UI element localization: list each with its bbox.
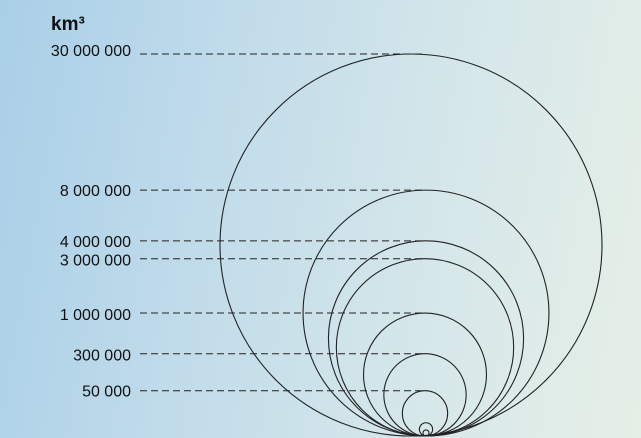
tick-label: 300 000 — [73, 348, 131, 365]
volume-circle — [418, 422, 434, 437]
volume-circle — [401, 390, 449, 437]
tick-label: 8 000 000 — [60, 183, 131, 200]
tick-label: 50 000 — [82, 384, 131, 401]
volume-circle — [422, 429, 430, 437]
tick-label: 30 000 000 — [51, 43, 131, 60]
volume-circle — [362, 312, 488, 437]
volume-circle — [335, 258, 515, 437]
unit-label: km³ — [51, 14, 85, 35]
tick-label: 4 000 000 — [60, 234, 131, 251]
volume-circle — [219, 53, 603, 437]
volume-circle — [383, 353, 467, 437]
tick-label: 3 000 000 — [60, 253, 131, 270]
tick-label: 1 000 000 — [60, 307, 131, 324]
volume-circle — [327, 240, 525, 437]
